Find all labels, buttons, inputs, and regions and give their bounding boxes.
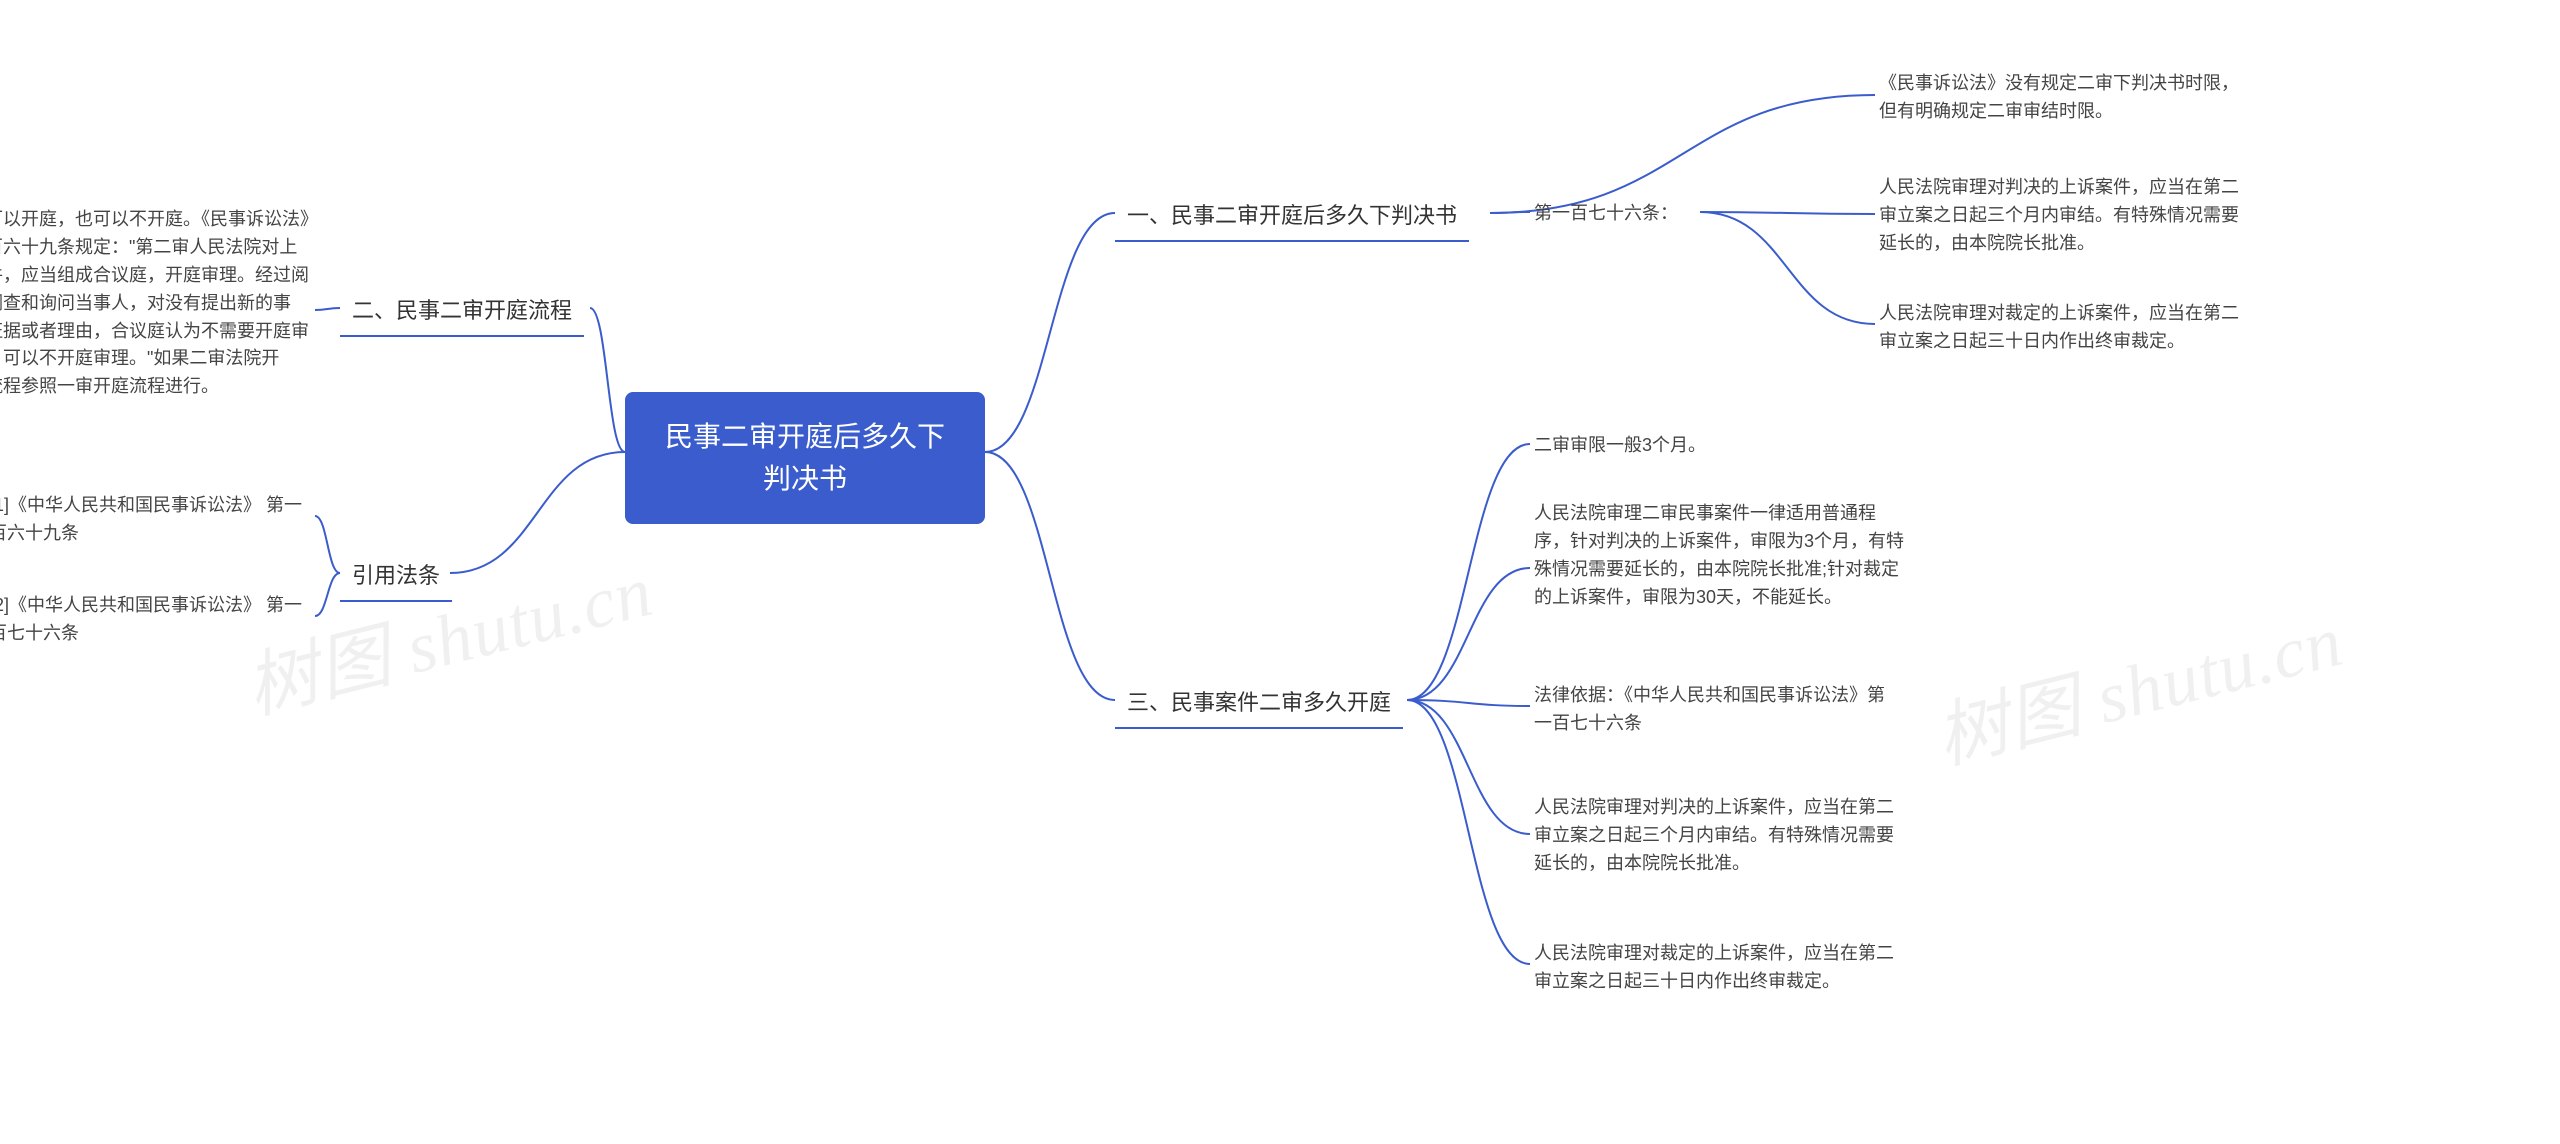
branch-label: 三、民事案件二审多久开庭 (1127, 690, 1391, 715)
leaf-node[interactable]: 第一百七十六条： (1530, 198, 1710, 230)
leaf-text: 二审可以开庭，也可以不开庭。《民事诉讼法》第一百六十九条规定："第二审人民法院对… (0, 209, 309, 396)
root-node[interactable]: 民事二审开庭后多久下判决书 (625, 392, 985, 524)
leaf-node[interactable]: 人民法院审理对判决的上诉案件，应当在第二审立案之日起三个月内审结。有特殊情况需要… (1530, 792, 1910, 880)
branch-node[interactable]: 二、民事二审开庭流程 (340, 288, 584, 337)
root-label: 民事二审开庭后多久下判决书 (665, 421, 945, 494)
leaf-node[interactable]: [2]《中华人民共和国民事诉讼法》 第一百七十六条 (0, 590, 315, 650)
leaf-text: 二审审限一般3个月。 (1534, 435, 1706, 455)
mindmap-canvas: 树图 shutu.cn 树图 shutu.cn 民事二审开庭后多久下判决书 一、… (0, 0, 2560, 1144)
leaf-text: [1]《中华人民共和国民事诉讼法》 第一百六十九条 (0, 495, 302, 543)
branch-node[interactable]: 三、民事案件二审多久开庭 (1115, 680, 1403, 729)
leaf-node[interactable]: 法律依据：《中华人民共和国民事诉讼法》第一百七十六条 (1530, 680, 1900, 740)
leaf-node[interactable]: 人民法院审理二审民事案件一律适用普通程序，针对判决的上诉案件，审限为3个月，有特… (1530, 498, 1910, 614)
branch-node[interactable]: 一、民事二审开庭后多久下判决书 (1115, 193, 1469, 242)
leaf-text: 人民法院审理二审民事案件一律适用普通程序，针对判决的上诉案件，审限为3个月，有特… (1534, 503, 1904, 607)
leaf-text: 人民法院审理对判决的上诉案件，应当在第二审立案之日起三个月内审结。有特殊情况需要… (1879, 177, 2239, 253)
leaf-text: 第一百七十六条： (1534, 203, 1678, 223)
leaf-node[interactable]: 人民法院审理对裁定的上诉案件，应当在第二审立案之日起三十日内作出终审裁定。 (1530, 938, 1910, 998)
leaf-text: 《民事诉讼法》没有规定二审下判决书时限，但有明确规定二审审结时限。 (1879, 73, 2239, 121)
leaf-node[interactable]: 二审可以开庭，也可以不开庭。《民事诉讼法》第一百六十九条规定："第二审人民法院对… (0, 204, 315, 403)
leaf-text: 法律依据：《中华人民共和国民事诉讼法》第一百七十六条 (1534, 685, 1885, 733)
leaf-node[interactable]: 人民法院审理对裁定的上诉案件，应当在第二审立案之日起三十日内作出终审裁定。 (1875, 298, 2255, 358)
leaf-node[interactable]: 《民事诉讼法》没有规定二审下判决书时限，但有明确规定二审审结时限。 (1875, 68, 2245, 128)
branch-label: 一、民事二审开庭后多久下判决书 (1127, 203, 1457, 228)
leaf-text: [2]《中华人民共和国民事诉讼法》 第一百七十六条 (0, 595, 302, 643)
branch-label: 引用法条 (352, 563, 440, 588)
leaf-text: 人民法院审理对裁定的上诉案件，应当在第二审立案之日起三十日内作出终审裁定。 (1879, 303, 2239, 351)
branch-node[interactable]: 引用法条 (340, 553, 452, 602)
watermark: 树图 shutu.cn (1923, 581, 2351, 783)
leaf-node[interactable]: 二审审限一般3个月。 (1530, 430, 1900, 462)
leaf-node[interactable]: [1]《中华人民共和国民事诉讼法》 第一百六十九条 (0, 490, 315, 550)
leaf-node[interactable]: 人民法院审理对判决的上诉案件，应当在第二审立案之日起三个月内审结。有特殊情况需要… (1875, 172, 2255, 260)
leaf-text: 人民法院审理对判决的上诉案件，应当在第二审立案之日起三个月内审结。有特殊情况需要… (1534, 797, 1894, 873)
branch-label: 二、民事二审开庭流程 (352, 298, 572, 323)
leaf-text: 人民法院审理对裁定的上诉案件，应当在第二审立案之日起三十日内作出终审裁定。 (1534, 943, 1894, 991)
